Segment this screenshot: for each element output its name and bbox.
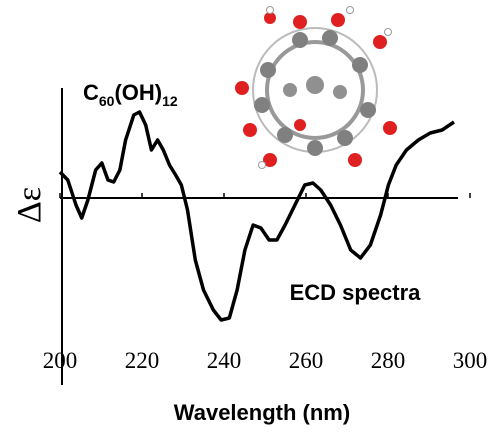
x-axis-label: Wavelength (nm) (174, 400, 350, 425)
label-part: 60 (99, 93, 115, 109)
spectrum-line (58, 110, 455, 322)
x-tick-label: 260 (289, 348, 324, 373)
annotation: ECD spectra (290, 280, 422, 305)
label-part: (OH) (114, 80, 162, 105)
x-tick-label: 220 (125, 348, 160, 373)
x-tick-label: 200 (43, 348, 78, 373)
label-part: C (83, 80, 99, 105)
molecule-illustration (235, 6, 397, 169)
y-axis-label: Δε (11, 187, 48, 223)
label-part: 12 (162, 93, 178, 109)
x-tick-label: 300 (453, 348, 488, 373)
x-tick-label: 240 (207, 348, 242, 373)
molecule-label: C60(OH)12 (83, 80, 178, 109)
x-tick-label: 280 (371, 348, 406, 373)
